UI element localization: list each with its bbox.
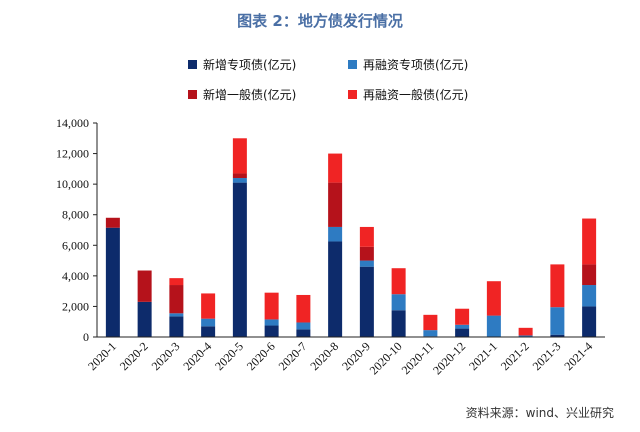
bar-segment	[391, 268, 406, 295]
bar-segment	[550, 334, 565, 337]
bar-segment	[582, 306, 597, 337]
bar-segment	[105, 227, 120, 337]
x-tick-label: 2020-7	[276, 339, 310, 373]
x-tick-label: 2020-8	[307, 339, 341, 373]
bar-segment	[296, 322, 311, 330]
bar-segment	[486, 281, 501, 316]
legend-swatch-new-special	[188, 60, 197, 69]
legend-label-refi-general: 再融资一般债(亿元)	[363, 88, 469, 102]
bars	[105, 138, 597, 337]
bar-segment	[201, 293, 216, 319]
bar-segment	[105, 217, 120, 228]
bar-segment	[137, 270, 152, 302]
x-tick-label: 2020-10	[367, 339, 405, 377]
bar-segment	[296, 294, 311, 323]
x-tick-label: 2021-1	[466, 339, 500, 373]
bar-segment	[423, 314, 438, 331]
bar-segment	[518, 335, 533, 337]
legend-label-new-special: 新增专项债(亿元)	[203, 58, 297, 72]
legend-item-new-special: 新增专项债(亿元)	[188, 56, 296, 73]
bar-segment	[359, 266, 374, 337]
bar-segment	[232, 182, 247, 337]
y-tick-label: 0	[83, 330, 89, 344]
bar-segment	[137, 301, 152, 337]
bar-segment	[359, 226, 374, 247]
x-tick-label: 2020-6	[244, 339, 278, 373]
bar-segment	[169, 313, 184, 317]
chart-title: 图表 2：地方债发行情况	[237, 12, 403, 30]
legend-item-new-general: 新增一般债(亿元)	[188, 86, 296, 103]
bar-segment	[359, 260, 374, 267]
x-tick-label: 2021-2	[498, 339, 532, 373]
legend-item-refi-general: 再融资一般债(亿元)	[348, 86, 468, 103]
bar-segment	[518, 327, 533, 336]
bar-segment	[264, 292, 279, 320]
bar-segment	[169, 316, 184, 337]
x-tick-label: 2020-11	[399, 339, 437, 377]
bar-segment	[455, 324, 470, 329]
legend-label-new-general: 新增一般债(亿元)	[203, 88, 297, 102]
legend-swatch-new-general	[188, 90, 197, 99]
bar-segment	[232, 138, 247, 174]
bar-segment	[232, 173, 247, 179]
bar-segment	[264, 319, 279, 326]
x-axis: 2020-12020-22020-32020-42020-52020-62020…	[85, 336, 605, 377]
bar-segment	[455, 308, 470, 325]
bar-segment	[359, 246, 374, 261]
legend-swatch-refi-general	[348, 90, 357, 99]
bar-segment	[486, 315, 501, 337]
y-tick-label: 14,000	[56, 116, 89, 130]
legend-item-refi-special: 再融资专项债(亿元)	[348, 56, 468, 73]
x-tick-label: 2020-2	[117, 339, 151, 373]
y-tick-label: 10,000	[56, 177, 89, 191]
x-tick-label: 2020-1	[85, 339, 119, 373]
bar-segment	[328, 182, 343, 227]
y-tick-label: 12,000	[56, 147, 89, 161]
bar-segment	[169, 278, 184, 286]
bar-segment	[328, 241, 343, 337]
y-axis: 0 2,000 4,000 6,000 8,000 10,000 12,000 14,000	[56, 116, 98, 344]
legend-swatch-refi-special	[348, 60, 357, 69]
bar-segment	[582, 285, 597, 307]
bar-segment	[169, 285, 184, 314]
bar-segment	[391, 310, 406, 337]
y-tick-label: 2,000	[62, 299, 89, 313]
bar-segment	[391, 294, 406, 311]
bar-segment	[296, 329, 311, 337]
x-tick-label: 2021-4	[561, 339, 595, 373]
bar-segment	[582, 264, 597, 286]
y-tick-label: 8,000	[62, 208, 89, 222]
bar-segment	[582, 218, 597, 265]
x-tick-label: 2020-5	[212, 339, 246, 373]
bar-segment	[550, 307, 565, 335]
x-tick-label: 2020-4	[180, 339, 214, 373]
bar-segment	[328, 153, 343, 183]
bar-segment	[423, 330, 438, 337]
bar-segment	[201, 326, 216, 337]
bar-segment	[328, 226, 343, 242]
bar-segment	[550, 264, 565, 308]
bar-segment	[232, 178, 247, 183]
x-tick-label: 2020-3	[149, 339, 183, 373]
bar-segment	[264, 325, 279, 337]
y-tick-label: 6,000	[62, 238, 89, 252]
x-tick-label: 2021-3	[530, 339, 564, 373]
legend-label-refi-special: 再融资专项债(亿元)	[363, 58, 469, 72]
bar-segment	[455, 328, 470, 337]
source-note: 资料来源：wind、兴业研究	[465, 406, 614, 420]
x-tick-label: 2020-12	[430, 339, 468, 377]
bar-segment	[201, 318, 216, 327]
y-tick-label: 4,000	[62, 269, 89, 283]
